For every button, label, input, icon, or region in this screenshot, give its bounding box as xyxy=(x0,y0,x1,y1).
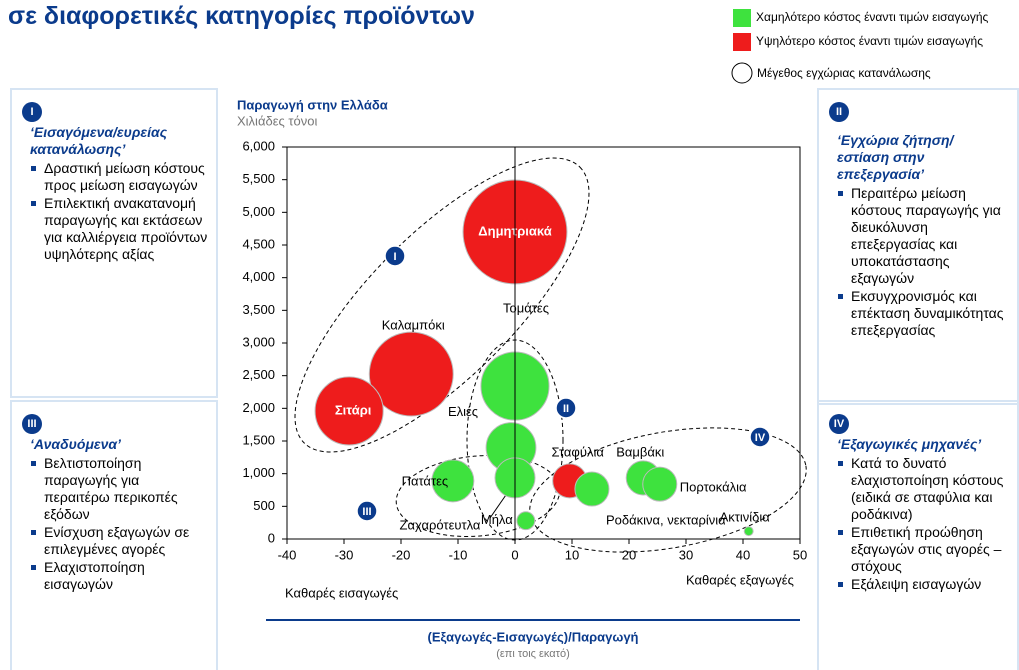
x-tick-label: -10 xyxy=(449,547,468,562)
bubble-label: Ροδάκινα, νεκταρίνια xyxy=(606,512,726,527)
y-tick-label: 0 xyxy=(268,530,275,545)
x-axis-subtitle: (επι τοις εκατό) xyxy=(496,648,570,660)
y-axis-title: Παραγωγή στην Ελλάδα xyxy=(237,97,388,112)
panel-title: ‘Εισαγόμενα/ευρείας κατανάλωσης’ xyxy=(30,124,168,157)
legend-label: Χαμηλότερο κόστος έναντι τιμών εισαγωγής xyxy=(756,10,989,25)
x-tick-label: 0 xyxy=(511,547,518,562)
y-tick-label: 1,000 xyxy=(242,465,275,480)
group-marker-label: III xyxy=(362,506,371,518)
legend-label: Υψηλότερο κόστος έναντι τιμών εισαγωγής xyxy=(756,34,984,49)
bubble xyxy=(431,459,475,503)
panel-bullet: Ενίσχυση εξαγωγών σε επιλεγμένες αγορές xyxy=(30,524,208,558)
bubble-label: Μήλα xyxy=(481,512,513,527)
legend-swatch xyxy=(733,33,751,51)
panel-bullets: Δραστική μείωση κόστους προς μείωση εισα… xyxy=(30,160,208,263)
page-title: σε διαφορετικές κατηγορίες προϊόντων xyxy=(8,2,475,30)
y-tick-label: 5,000 xyxy=(242,204,275,219)
x-tick-label: -30 xyxy=(335,547,354,562)
bubble xyxy=(314,376,384,446)
panel-number: II xyxy=(829,102,849,122)
panel-title: ‘Εγχώρια ζήτηση/ εστίαση στην επεξεργασί… xyxy=(837,132,954,182)
bubble xyxy=(743,526,754,537)
panel-bullets: Βελτιστοποίηση παραγωγής για περαιτέρω π… xyxy=(30,455,208,593)
panel-bullet: Επιθετική προώθηση εξαγωγών στις αγορές … xyxy=(837,524,1009,575)
y-tick-label: 500 xyxy=(253,498,275,513)
panel-bullets: Περαιτέρω μείωση κόστους παραγωγής για δ… xyxy=(837,185,1009,339)
group-marker xyxy=(384,245,406,267)
panel-bullet: Ελαχιστοποίηση εισαγωγών xyxy=(30,559,208,593)
panel-number: I xyxy=(22,102,42,122)
legend-item: Χαμηλότερο κόστος έναντι τιμών εισαγωγής xyxy=(733,9,988,27)
bubble-label: Ελιές xyxy=(448,404,478,419)
bubble xyxy=(516,511,536,531)
y-tick-label: 4,000 xyxy=(242,269,275,284)
panel-bullet: Περαιτέρω μείωση κόστους παραγωγής για δ… xyxy=(837,185,1009,287)
y-tick-label: 6,000 xyxy=(242,138,275,153)
bubble-label: Πορτοκάλια xyxy=(680,480,747,495)
leader-line xyxy=(489,491,509,519)
panel-number: IV xyxy=(829,414,849,434)
bubble-label: Καλαμπόκι xyxy=(382,317,445,332)
x-tick-label: 30 xyxy=(679,547,693,562)
legend-item: Υψηλότερο κόστος έναντι τιμών εισαγωγής xyxy=(733,33,983,51)
bubble xyxy=(642,466,678,502)
panel-bullets: Κατά το δυνατό ελαχιστοποίηση κόστους (ε… xyxy=(837,455,1009,593)
y-tick-label: 2,000 xyxy=(242,400,275,415)
y-tick-label: 3,500 xyxy=(242,302,275,317)
bubble-label: Ζαχαρότευτλα xyxy=(400,517,481,532)
panel-bullet: Βελτιστοποίηση παραγωγής για περαιτέρω π… xyxy=(30,455,208,523)
size-legend-icon xyxy=(731,62,753,84)
y-axis-subtitle: Χιλιάδες τόνοι xyxy=(237,113,317,128)
x-axis-title: (Εξαγωγές-Εισαγωγές)/Παραγωγή xyxy=(428,629,639,644)
x-right-note: Καθαρές εξαγωγές xyxy=(686,572,794,587)
panel: ‘Αναδυόμενα’ Βελτιστοποίηση παραγωγής για… xyxy=(10,400,218,670)
bubbles: ΔημητριακάΚαλαμπόκιΣιτάριΣταφύλιαΤομάτες… xyxy=(314,179,771,537)
panel-bullet: Κατά το δυνατό ελαχιστοποίηση κόστους (ε… xyxy=(837,455,1009,523)
x-tick-label: 40 xyxy=(736,547,750,562)
bubble xyxy=(368,331,454,417)
group-marker-label: IV xyxy=(755,432,766,444)
bubble-label: Βαμβάκι xyxy=(616,444,664,459)
panel-bullet: Δραστική μείωση κόστους προς μείωση εισα… xyxy=(30,160,208,194)
panel: ‘Εισαγόμενα/ευρείας κατανάλωσης’ Δραστική… xyxy=(10,88,218,398)
panel-bullet: Εξάλειψη εισαγωγών xyxy=(837,576,1009,593)
group-marker-label: I xyxy=(393,251,396,263)
group-marker xyxy=(555,397,577,419)
y-tick-label: 3,000 xyxy=(242,334,275,349)
panel: ‘Εξαγωγικές μηχανές’ Κατά το δυνατό ελαχι… xyxy=(817,400,1019,670)
bubble xyxy=(574,471,610,507)
x-tick-label: 10 xyxy=(565,547,579,562)
legend-swatch xyxy=(733,9,751,27)
y-tick-label: 2,500 xyxy=(242,367,275,382)
x-tick-label: 50 xyxy=(793,547,807,562)
x-tick-label: 20 xyxy=(622,547,636,562)
x-tick-label: -40 xyxy=(278,547,297,562)
panel-bullet: Εκσυγχρονισμός και επέκταση δυναμικότητα… xyxy=(837,288,1009,339)
panel-bullet: Επιλεκτική ανακατανομή παραγωγής και εκτ… xyxy=(30,195,208,263)
x-tick-label: -20 xyxy=(392,547,411,562)
y-tick-label: 1,500 xyxy=(242,432,275,447)
bubble-label: Πατάτες xyxy=(402,473,449,488)
bubble-label: Ακτινίδια xyxy=(720,510,771,525)
group-ellipse xyxy=(294,157,590,453)
panel-number: III xyxy=(22,414,42,434)
bubble-label: Σιτάρι xyxy=(335,402,372,417)
group-marker-label: II xyxy=(563,403,569,415)
group-marker xyxy=(749,426,771,448)
panel-title: ‘Εξαγωγικές μηχανές’ xyxy=(837,436,982,452)
panel: ‘Εγχώρια ζήτηση/ εστίαση στην επεξεργασί… xyxy=(817,88,1019,405)
x-left-note: Καθαρές εισαγωγές xyxy=(285,585,398,600)
bubble-label: Σταφύλια xyxy=(552,444,605,459)
y-tick-label: 5,500 xyxy=(242,171,275,186)
panel-title: ‘Αναδυόμενα’ xyxy=(30,436,121,452)
size-legend-label: Μέγεθος εγχώριας κατανάλωσης xyxy=(757,66,931,80)
group-marker xyxy=(356,500,378,522)
bubble-label: Τομάτες xyxy=(503,301,549,316)
y-tick-label: 4,500 xyxy=(242,236,275,251)
